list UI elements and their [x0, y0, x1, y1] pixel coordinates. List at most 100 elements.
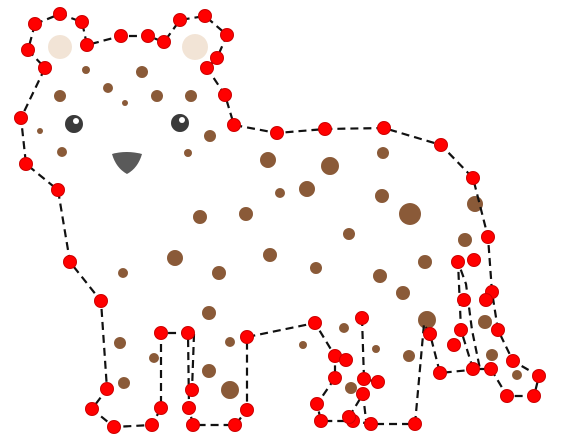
outline-point	[270, 126, 284, 140]
outline-point	[447, 338, 461, 352]
outline-point	[240, 330, 254, 344]
outline-point	[14, 111, 28, 125]
outline-point	[457, 293, 471, 307]
outline-point	[21, 43, 35, 57]
outline-point	[28, 17, 42, 31]
spot	[221, 381, 239, 399]
spot	[418, 255, 432, 269]
outline-point	[451, 255, 465, 269]
spot	[122, 100, 128, 106]
spot	[151, 90, 163, 102]
spot	[299, 181, 315, 197]
outline-points	[14, 7, 546, 434]
outline-point	[240, 403, 254, 417]
outline-point	[94, 294, 108, 308]
outline-point	[500, 389, 514, 403]
outline-point	[339, 353, 353, 367]
outline-point	[173, 13, 187, 27]
outline-point	[114, 29, 128, 43]
outline-point	[310, 397, 324, 411]
spot	[299, 341, 307, 349]
outline-point	[157, 35, 171, 49]
outline-point	[85, 402, 99, 416]
spot	[403, 350, 415, 362]
spot	[321, 157, 339, 175]
spot	[372, 345, 380, 353]
spot	[343, 228, 355, 240]
spot	[263, 248, 277, 262]
spot	[225, 337, 235, 347]
spot	[418, 311, 436, 329]
outline-point	[342, 410, 356, 424]
spot	[149, 353, 159, 363]
spot	[377, 147, 389, 159]
outline-point	[433, 366, 447, 380]
spot	[339, 323, 349, 333]
spot	[478, 315, 492, 329]
outline-point	[467, 253, 481, 267]
outline-point	[227, 118, 241, 132]
outline-point	[481, 230, 495, 244]
right-eye-highlight	[179, 117, 185, 123]
right-ear-inner	[182, 34, 208, 60]
outline-point	[220, 28, 234, 42]
outline-point	[198, 9, 212, 23]
spot	[193, 210, 207, 224]
spot	[212, 266, 226, 280]
outline-point	[80, 38, 94, 52]
spot	[118, 377, 130, 389]
outline-point	[364, 417, 378, 431]
outline-point	[466, 171, 480, 185]
spot	[184, 149, 192, 157]
body-shape	[21, 14, 539, 427]
left-eye	[65, 115, 83, 133]
outline-point	[154, 401, 168, 415]
nose	[112, 152, 142, 174]
outline-point	[532, 369, 546, 383]
outline-point	[356, 387, 370, 401]
spot	[202, 364, 216, 378]
outline-point	[182, 401, 196, 415]
outline-point	[200, 61, 214, 75]
spot	[373, 269, 387, 283]
outline-point	[218, 88, 232, 102]
spot	[375, 189, 389, 203]
outline-point	[181, 326, 195, 340]
outline-point	[228, 418, 242, 432]
spot	[103, 83, 113, 93]
outline-point	[154, 326, 168, 340]
spot	[345, 382, 357, 394]
outline-point	[63, 255, 77, 269]
outline-point	[454, 323, 468, 337]
left-eye-highlight	[73, 118, 79, 124]
spot	[118, 268, 128, 278]
spot	[458, 233, 472, 247]
spot	[202, 306, 216, 320]
outline-point	[434, 138, 448, 152]
outline-point	[491, 323, 505, 337]
spot	[167, 250, 183, 266]
inner-leg-line	[190, 333, 196, 391]
outline-point	[75, 15, 89, 29]
outline-point	[328, 371, 342, 385]
spot	[260, 152, 276, 168]
spot	[399, 203, 421, 225]
outline-point	[100, 382, 114, 396]
outline-point	[19, 157, 33, 171]
spot	[136, 66, 148, 78]
spot	[57, 147, 67, 157]
spot	[512, 370, 522, 380]
outline-point	[423, 327, 437, 341]
spot	[275, 188, 285, 198]
outline-point	[107, 420, 121, 434]
animal-body	[21, 14, 539, 427]
outline-point	[318, 122, 332, 136]
outline-point	[408, 417, 422, 431]
right-eye	[171, 114, 189, 132]
outline-point	[186, 418, 200, 432]
outline-point	[377, 121, 391, 135]
outline-point	[479, 293, 493, 307]
outline-point	[314, 414, 328, 428]
spot	[204, 130, 216, 142]
